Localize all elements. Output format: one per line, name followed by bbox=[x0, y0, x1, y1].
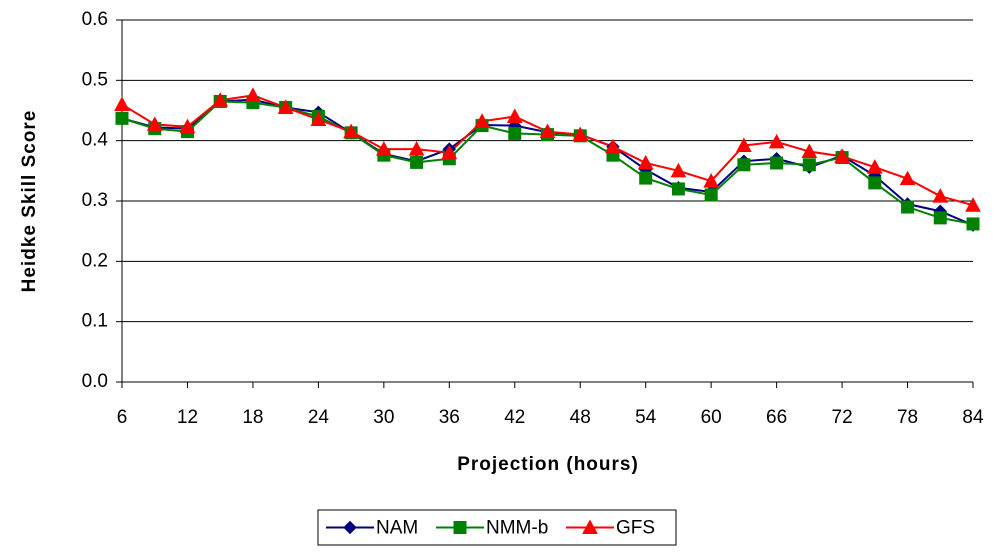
marker bbox=[737, 158, 751, 172]
marker bbox=[932, 188, 949, 203]
x-tick-label: 66 bbox=[766, 407, 787, 428]
marker bbox=[376, 141, 392, 156]
legend-marker bbox=[453, 521, 467, 534]
marker bbox=[146, 116, 163, 131]
x-tick-label: 60 bbox=[701, 407, 722, 428]
y-tick-label: 0.6 bbox=[82, 9, 108, 30]
series-line bbox=[121, 94, 974, 207]
marker bbox=[212, 92, 229, 107]
marker bbox=[115, 111, 129, 125]
marker bbox=[770, 156, 784, 170]
y-tick-label: 0.3 bbox=[82, 190, 108, 211]
legend-box bbox=[317, 509, 677, 546]
marker bbox=[508, 126, 522, 140]
x-tick-label: 48 bbox=[570, 407, 591, 428]
marker bbox=[474, 113, 490, 128]
x-tick-label: 54 bbox=[635, 407, 657, 428]
x-axis-title: Projection (hours) bbox=[457, 454, 639, 475]
x-tick-label: 30 bbox=[373, 407, 394, 428]
legend-label: GFS bbox=[616, 518, 655, 539]
x-tick-label: 42 bbox=[504, 407, 525, 428]
marker bbox=[572, 126, 589, 142]
marker bbox=[410, 155, 424, 169]
marker bbox=[802, 158, 816, 172]
marker bbox=[703, 173, 719, 188]
marker bbox=[899, 170, 916, 186]
legend: NAM NMM-b GFS bbox=[317, 509, 677, 546]
legend-marker bbox=[582, 519, 598, 534]
y-tick-label: 0.5 bbox=[82, 69, 108, 90]
x-tick-label: 6 bbox=[117, 407, 128, 428]
marker bbox=[933, 211, 947, 225]
x-tick-label: 84 bbox=[962, 407, 984, 428]
marker bbox=[637, 154, 654, 170]
marker bbox=[408, 141, 425, 156]
x-tick-label: 24 bbox=[308, 407, 330, 428]
marker bbox=[310, 111, 327, 127]
x-tick-label: 12 bbox=[177, 407, 198, 428]
x-tick-label: 18 bbox=[242, 407, 263, 428]
marker bbox=[506, 108, 523, 124]
marker bbox=[868, 176, 882, 190]
legend-label: NAM bbox=[376, 518, 418, 539]
marker bbox=[670, 162, 687, 178]
x-tick-label: 36 bbox=[439, 407, 460, 428]
y-tick-label: 0.1 bbox=[82, 311, 108, 332]
marker bbox=[639, 171, 653, 185]
marker bbox=[866, 159, 883, 174]
marker bbox=[768, 133, 785, 149]
marker bbox=[901, 200, 915, 214]
marker bbox=[343, 123, 359, 139]
marker bbox=[114, 96, 130, 111]
y-axis-title: Heidke Skill Score bbox=[19, 110, 40, 293]
x-tick-label: 72 bbox=[832, 407, 853, 428]
y-tick-label: 0.2 bbox=[82, 250, 108, 271]
y-tick-label: 0.4 bbox=[82, 130, 109, 151]
marker bbox=[539, 123, 556, 139]
marker bbox=[704, 188, 718, 202]
y-tick-label: 0.0 bbox=[82, 371, 108, 392]
marker bbox=[179, 118, 196, 134]
marker bbox=[605, 138, 621, 154]
legend-label: NMM-b bbox=[486, 518, 548, 539]
marker bbox=[277, 99, 294, 114]
marker bbox=[671, 182, 685, 196]
marker bbox=[736, 137, 752, 152]
x-tick-label: 78 bbox=[897, 407, 918, 428]
marker bbox=[245, 87, 261, 102]
marker bbox=[801, 143, 818, 159]
marker bbox=[966, 217, 980, 231]
legend-marker bbox=[343, 520, 357, 535]
marker bbox=[441, 144, 458, 160]
marker bbox=[965, 197, 981, 212]
marker bbox=[834, 148, 850, 163]
